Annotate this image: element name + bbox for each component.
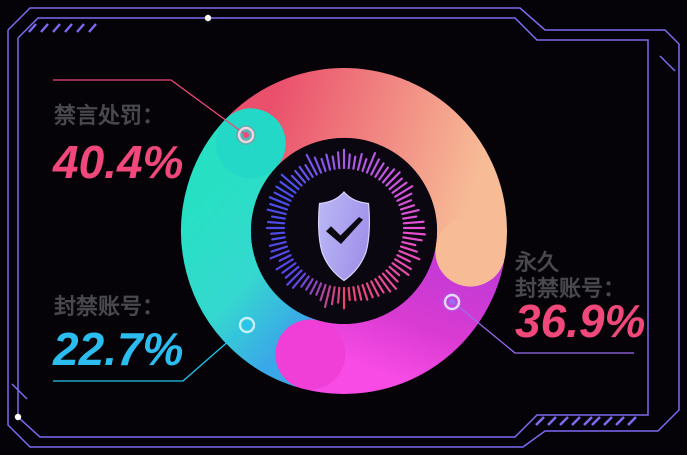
svg-text:禁言处罚：: 禁言处罚： bbox=[54, 103, 164, 128]
svg-text:封禁账号：: 封禁账号： bbox=[54, 294, 164, 319]
svg-text:36.9%: 36.9% bbox=[515, 295, 645, 347]
svg-text:40.4%: 40.4% bbox=[52, 136, 183, 188]
svg-text:永久: 永久 bbox=[515, 250, 559, 275]
svg-text:22.7%: 22.7% bbox=[52, 323, 183, 375]
